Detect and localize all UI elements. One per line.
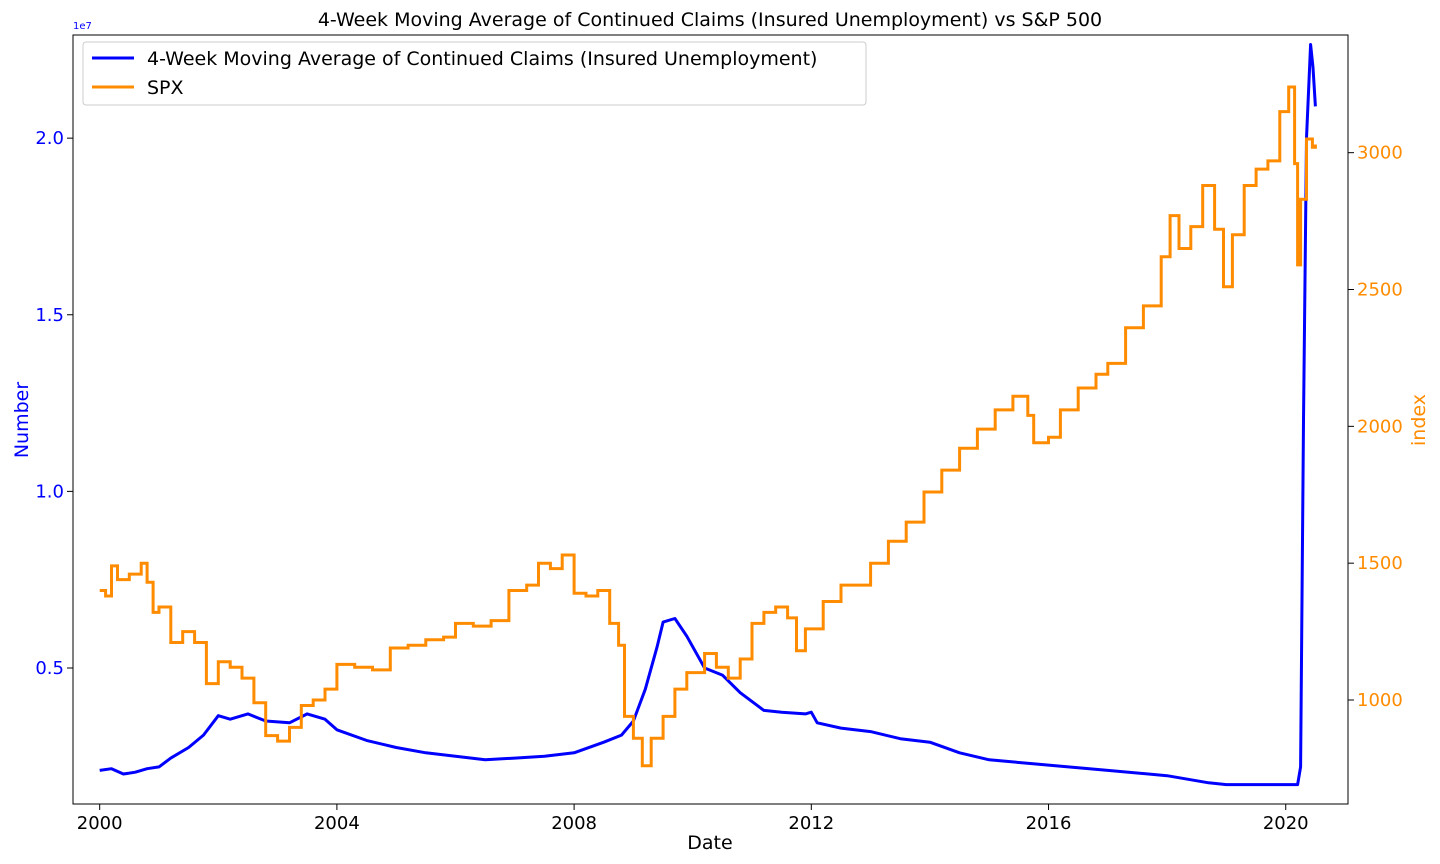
y-right-tick-label: 1000 — [1357, 690, 1403, 711]
y-axis-left-label: Number — [11, 382, 33, 459]
series-line-claims — [99, 43, 1317, 787]
series-layer — [99, 43, 1317, 787]
y-left-scale-note: 1e7 — [73, 21, 92, 32]
y-left-tick-label: 1.0 — [35, 481, 64, 502]
x-tick-label: 2008 — [551, 813, 597, 834]
y-right-tick-label: 1500 — [1357, 553, 1403, 574]
x-axis: 2000 2004 2008 2012 2016 2020 — [77, 804, 1309, 834]
plot-frame — [72, 34, 1349, 805]
y-right-tick-label: 3000 — [1357, 143, 1403, 164]
y-left-tick-label: 1.5 — [35, 305, 64, 326]
y-left-tick-label: 0.5 — [35, 658, 64, 679]
legend: 4-Week Moving Average of Continued Claim… — [82, 41, 867, 106]
x-axis-label: Date — [687, 832, 732, 854]
legend-box — [82, 41, 867, 106]
y-right-tick-label: 2000 — [1357, 416, 1403, 437]
legend-label-spx: SPX — [147, 77, 184, 99]
x-tick-label: 2016 — [1026, 813, 1072, 834]
y-axis-left: 0.5 1.0 1.5 2.0 — [35, 128, 73, 679]
series-line-spx — [99, 85, 1317, 768]
x-tick-label: 2020 — [1263, 813, 1309, 834]
y-left-tick-label: 2.0 — [35, 128, 64, 149]
x-tick-label: 2000 — [77, 813, 123, 834]
x-tick-label: 2004 — [314, 813, 360, 834]
chart-title: 4-Week Moving Average of Continued Claim… — [318, 9, 1102, 31]
y-axis-right: 1000 1500 2000 2500 3000 — [1348, 143, 1403, 711]
x-tick-label: 2012 — [788, 813, 834, 834]
y-right-tick-label: 2500 — [1357, 280, 1403, 301]
legend-label-claims: 4-Week Moving Average of Continued Claim… — [147, 48, 817, 70]
y-axis-right-label: index — [1408, 394, 1430, 446]
